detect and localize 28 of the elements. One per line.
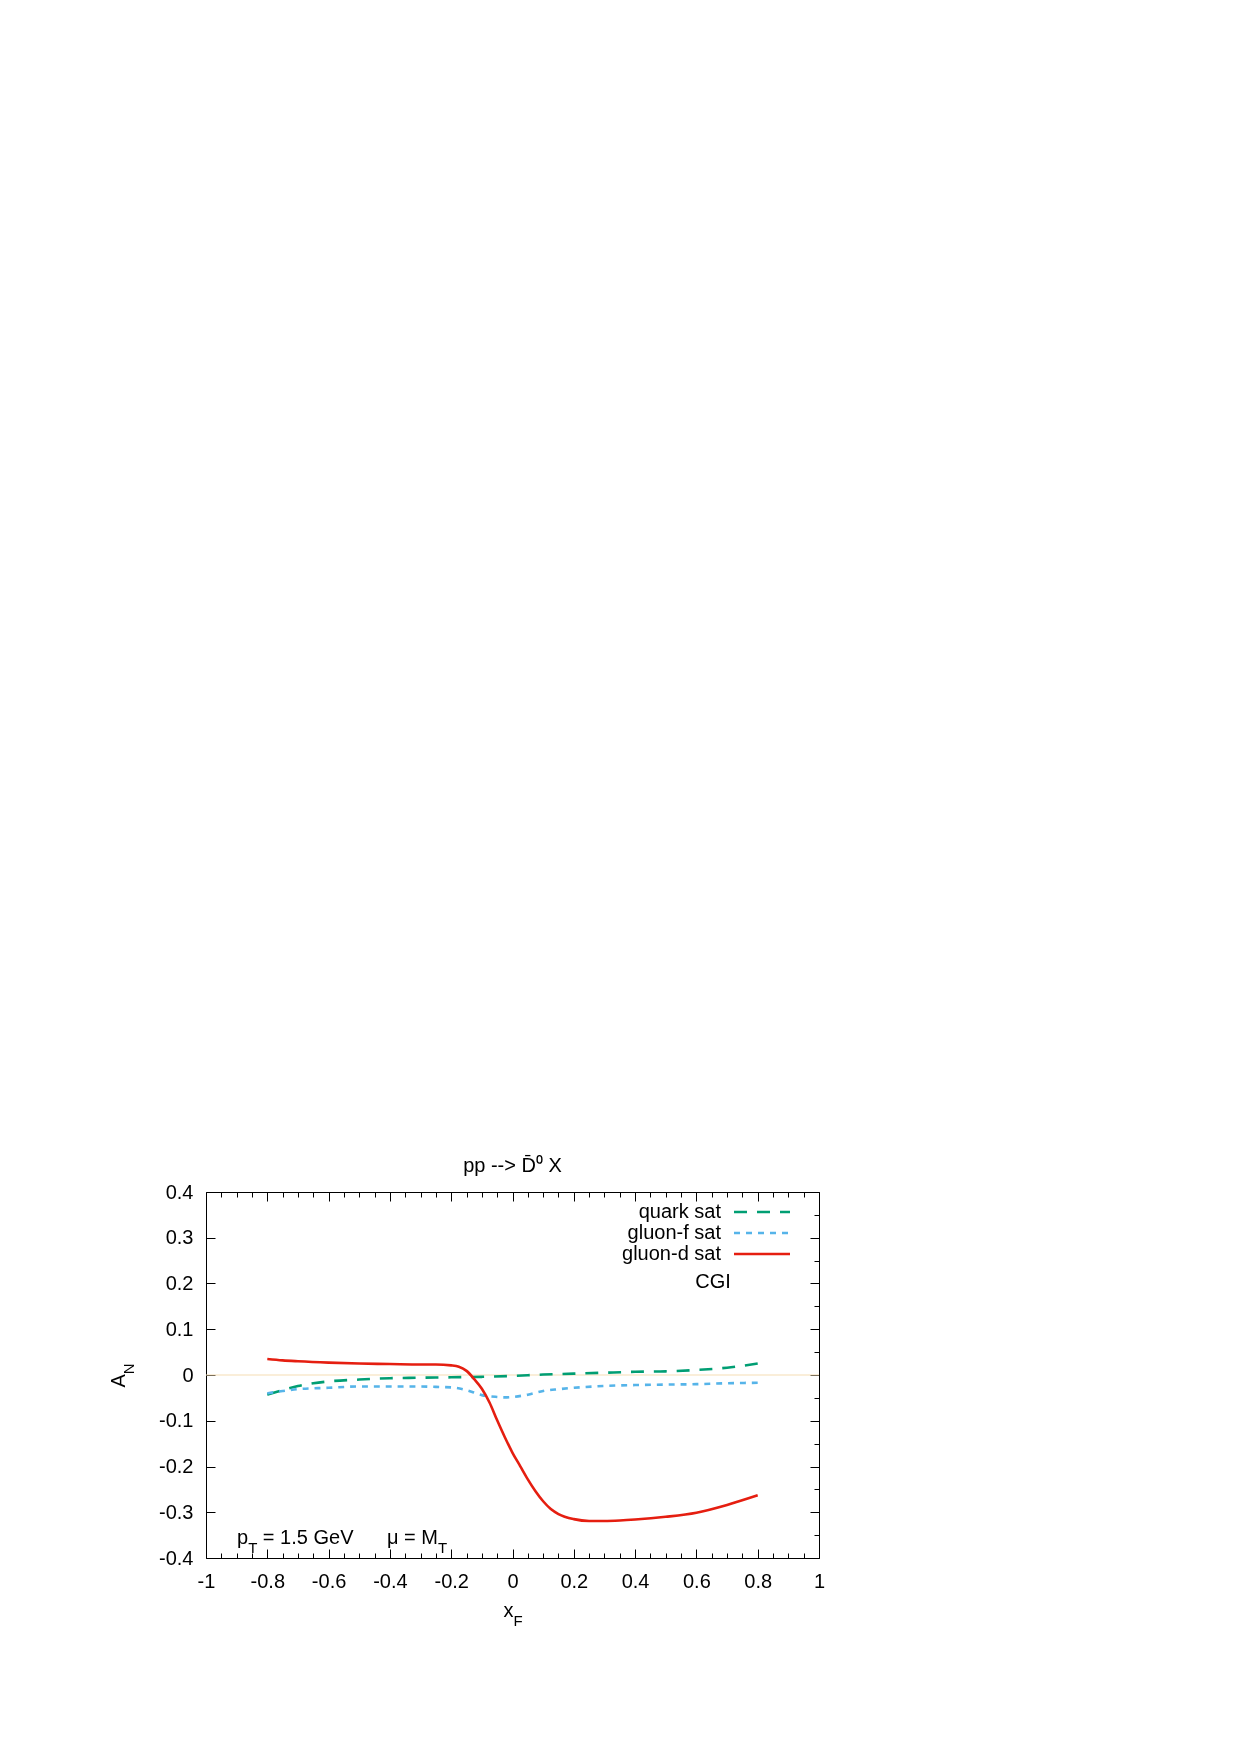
legend-label: gluon-f sat xyxy=(627,1221,722,1243)
x-tick-label: 0.2 xyxy=(560,1569,589,1592)
y-tick-label: 0.2 xyxy=(165,1272,194,1294)
x-tick-label: -0.8 xyxy=(250,1569,286,1592)
annotation: μ = M$_{T}$ xyxy=(387,1526,448,1556)
x-tick-label: -0.6 xyxy=(311,1569,347,1592)
x-axis-title: x$_{F}$ xyxy=(503,1598,523,1628)
y-tick-label: 0 xyxy=(182,1363,194,1386)
y-tick-label: -0.1 xyxy=(159,1409,194,1432)
y-tick-label: 0.3 xyxy=(165,1226,194,1249)
y-tick-label: -0.4 xyxy=(159,1546,194,1569)
annotation: p$_{T}$ = 1.5 GeV xyxy=(237,1526,355,1556)
y-tick-label: 0.1 xyxy=(165,1317,194,1340)
x-tick-label: -0.2 xyxy=(434,1569,469,1592)
y-tick-label: -0.2 xyxy=(159,1455,194,1477)
chart-title: pp --> D̄⁰ X xyxy=(463,1153,562,1176)
x-tick-label: 0.4 xyxy=(621,1569,650,1592)
y-tick-label: -0.3 xyxy=(159,1500,194,1523)
x-tick-label: 0 xyxy=(507,1569,519,1592)
x-tick-label: 1 xyxy=(813,1569,826,1592)
x-tick-label: -1 xyxy=(197,1569,216,1592)
x-tick-label: 0.6 xyxy=(682,1569,711,1592)
legend-label: quark sat xyxy=(638,1200,722,1222)
x-tick-label: 0.8 xyxy=(744,1569,773,1592)
legend-label: gluon-d sat xyxy=(622,1242,722,1264)
x-tick-label: -0.4 xyxy=(373,1569,408,1592)
annotation: CGI xyxy=(695,1270,731,1292)
y-tick-label: 0.4 xyxy=(165,1180,194,1203)
